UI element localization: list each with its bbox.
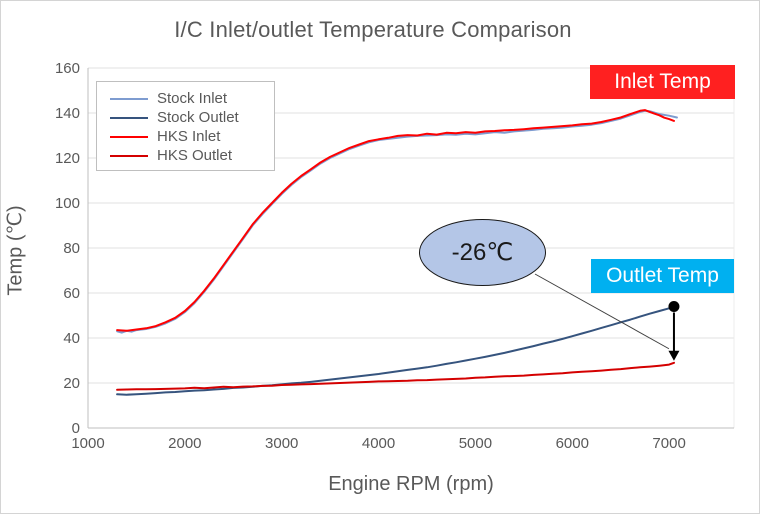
series-line-hks-outlet <box>116 361 675 391</box>
legend-item-hks-inlet: HKS Inlet <box>110 127 274 146</box>
legend-item-stock-inlet: Stock Inlet <box>110 89 274 108</box>
y-axis-title: Temp (℃) <box>4 205 27 296</box>
stock-outlet-endpoint-dot <box>668 301 680 312</box>
callout-leader-line <box>534 273 670 350</box>
delta-callout-ellipse: -26℃ <box>419 219 546 286</box>
x-tick-label-2000: 2000 <box>168 435 201 452</box>
y-tick-label-120: 120 <box>55 150 80 167</box>
x-tick-label-5000: 5000 <box>459 435 492 452</box>
series-line-stock-outlet <box>116 305 675 396</box>
y-tick-label-40: 40 <box>63 330 80 347</box>
x-tick-label-7000: 7000 <box>652 435 685 452</box>
legend-label: Stock Inlet <box>157 90 228 107</box>
legend-line-swatch <box>110 116 148 119</box>
legend-line-swatch <box>110 154 148 157</box>
x-tick-label-1000: 1000 <box>71 435 104 452</box>
x-axis-title: Engine RPM (rpm) <box>328 473 494 495</box>
legend: Stock Inlet Stock Outlet HKS Inlet HKS Outl… <box>96 81 275 171</box>
chart-title: I/C Inlet/outlet Temperature Comparison <box>174 17 572 42</box>
y-tick-label-140: 140 <box>55 105 80 122</box>
y-tick-label-100: 100 <box>55 195 80 212</box>
delta-arrow-head <box>668 350 680 361</box>
y-tick-label-60: 60 <box>63 285 80 302</box>
legend-line-swatch <box>110 97 148 100</box>
legend-label: HKS Outlet <box>157 147 233 164</box>
x-tick-label-6000: 6000 <box>556 435 589 452</box>
y-tick-label-0: 0 <box>72 420 80 437</box>
legend-item-hks-outlet: HKS Outlet <box>110 146 274 165</box>
outlet-temp-label: Outlet Temp <box>591 259 734 293</box>
y-tick-label-20: 20 <box>63 375 80 392</box>
x-tick-label-4000: 4000 <box>362 435 395 452</box>
legend-label: HKS Inlet <box>157 128 221 145</box>
legend-label: Stock Outlet <box>157 109 239 126</box>
y-tick-label-80: 80 <box>63 240 80 257</box>
y-tick-label-160: 160 <box>55 60 80 77</box>
series-line-hks-inlet <box>116 109 675 332</box>
legend-line-swatch <box>110 135 148 138</box>
x-tick-label-3000: 3000 <box>265 435 298 452</box>
inlet-temp-label: Inlet Temp <box>590 65 735 99</box>
legend-item-stock-outlet: Stock Outlet <box>110 108 274 127</box>
